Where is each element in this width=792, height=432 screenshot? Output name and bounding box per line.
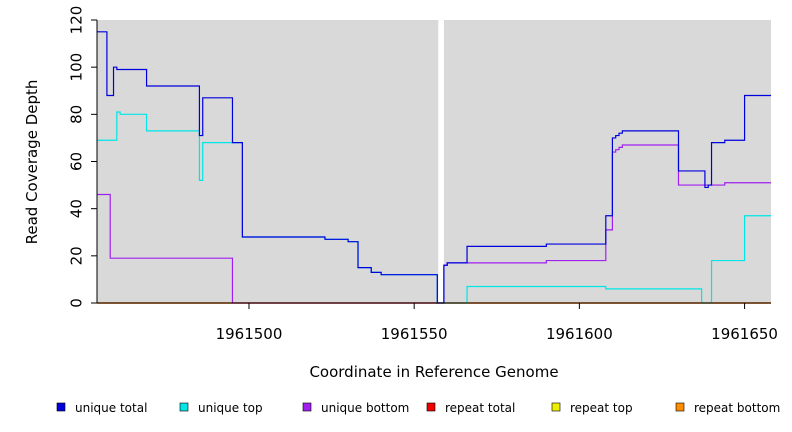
- y-tick-label: 0: [68, 298, 86, 308]
- x-tick-label: 1961500: [216, 325, 283, 343]
- legend-swatch: [551, 402, 561, 412]
- legend-swatch: [56, 402, 66, 412]
- y-tick-label: 120: [68, 6, 86, 35]
- legend-swatch: [302, 402, 312, 412]
- legend-item: repeat top: [551, 401, 633, 415]
- legend-label: unique total: [75, 401, 147, 415]
- legend-swatch: [675, 402, 685, 412]
- legend-label: unique bottom: [321, 401, 409, 415]
- series-line-unique-total: [97, 31, 771, 304]
- y-tick-label: 80: [68, 105, 86, 124]
- y-tick-label: 100: [68, 53, 86, 82]
- x-axis-title: Coordinate in Reference Genome: [309, 363, 558, 381]
- y-tick-label: 20: [68, 246, 86, 265]
- y-axis-title: Read Coverage Depth: [23, 80, 41, 245]
- legend-swatch: [179, 402, 189, 412]
- legend: unique total unique top unique bottom repea…: [56, 401, 780, 415]
- legend-item: unique total: [56, 401, 147, 415]
- x-tick-label: 1961650: [711, 325, 778, 343]
- plot-gap: [438, 20, 444, 303]
- axes-layer: 0 20 40 60 80 100 120 1961500 1961550 1961600 1961…: [68, 6, 778, 343]
- x-tick-label: 1961600: [546, 325, 613, 343]
- x-tick-label: 1961550: [381, 325, 448, 343]
- plot-background: [97, 20, 771, 303]
- legend-item: repeat bottom: [675, 401, 780, 415]
- legend-item: repeat total: [426, 401, 515, 415]
- y-tick-label: 60: [68, 152, 86, 171]
- legend-label: unique top: [198, 401, 263, 415]
- legend-label: repeat top: [570, 401, 633, 415]
- y-tick-label: 40: [68, 199, 86, 218]
- legend-label: repeat bottom: [694, 401, 780, 415]
- legend-swatch: [426, 402, 436, 412]
- legend-label: repeat total: [445, 401, 515, 415]
- legend-item: unique top: [179, 401, 263, 415]
- legend-item: unique bottom: [302, 401, 409, 415]
